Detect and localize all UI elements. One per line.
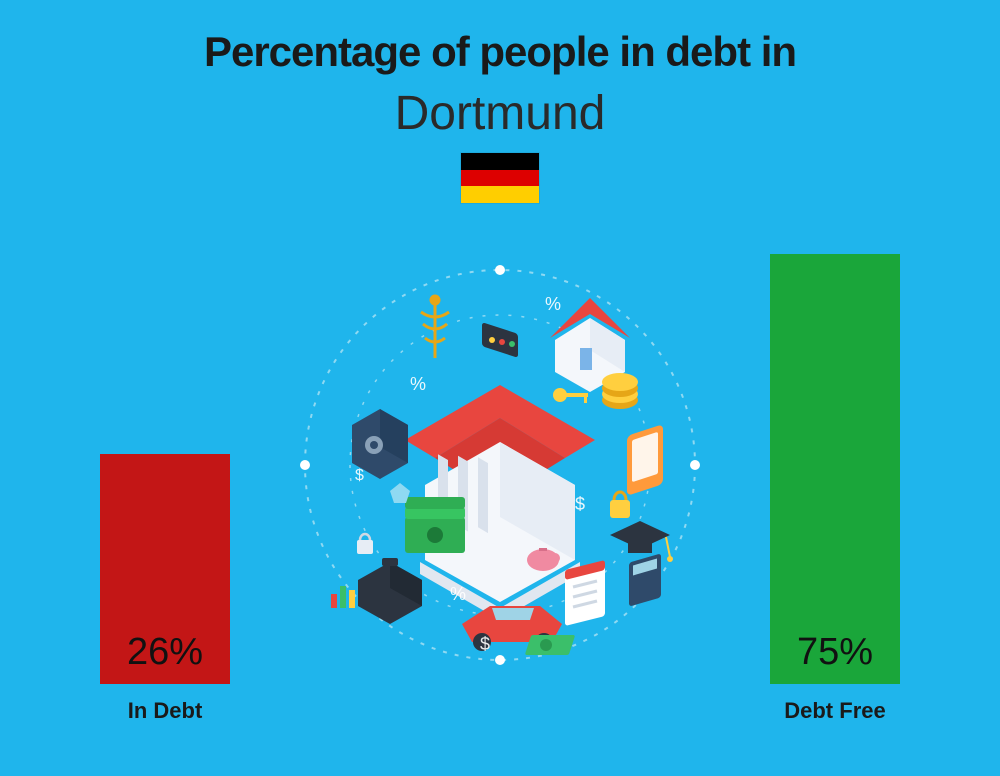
bar-in-debt: 26% In Debt <box>100 454 230 724</box>
bar-in-debt-rect: 26% <box>100 454 230 684</box>
bar-chart: 26% In Debt 75% Debt Free <box>0 0 1000 776</box>
bar-debt-free: 75% Debt Free <box>770 254 900 724</box>
bar-debt-free-rect: 75% <box>770 254 900 684</box>
bar-debt-free-value: 75% <box>797 631 873 674</box>
bar-in-debt-value: 26% <box>127 631 203 674</box>
bar-debt-free-label: Debt Free <box>784 698 885 724</box>
bar-in-debt-label: In Debt <box>128 698 203 724</box>
